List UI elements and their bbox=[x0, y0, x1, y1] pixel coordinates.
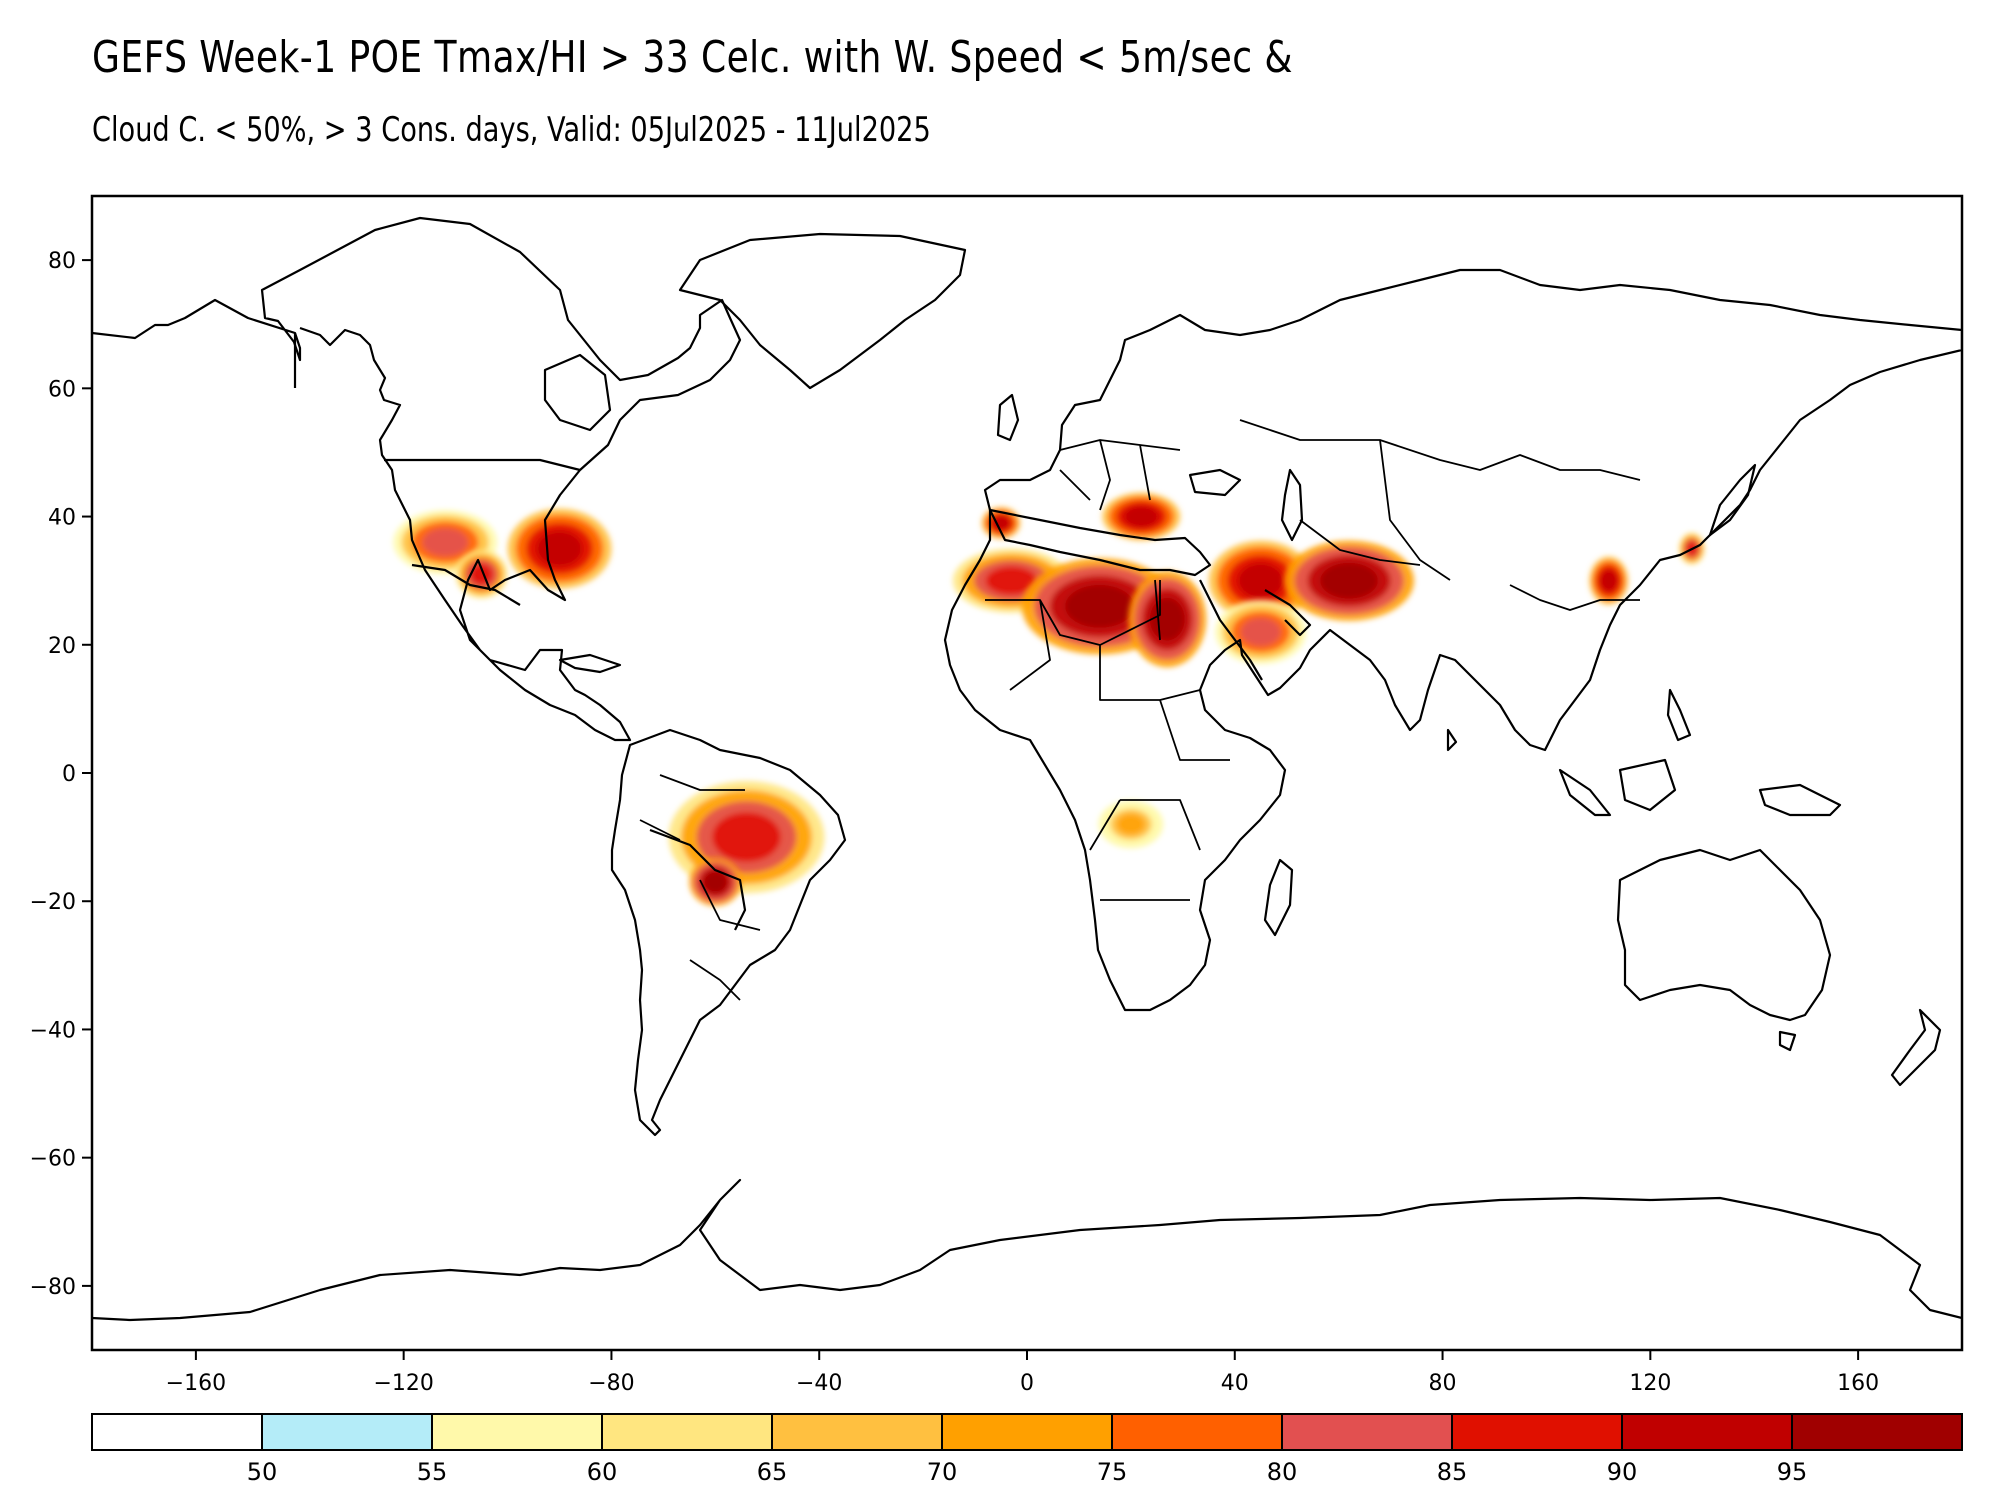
latitude-axis: 80 60 40 20 0 −20 −40 −60 −80 bbox=[30, 249, 92, 1300]
x-tick-label: −40 bbox=[796, 1371, 842, 1396]
colorbar-label: 80 bbox=[1267, 1458, 1298, 1486]
colorbar-swatch bbox=[261, 1413, 433, 1451]
us-mexico-border bbox=[411, 563, 521, 606]
x-tick-label: −120 bbox=[373, 1371, 433, 1396]
colorbar-swatch bbox=[1281, 1413, 1453, 1451]
map-title-line1: GEFS Week-1 POE Tmax/HI > 33 Celc. with … bbox=[92, 32, 1293, 83]
x-tick-label: 0 bbox=[1020, 1371, 1034, 1396]
tasmania bbox=[1778, 1030, 1797, 1052]
x-tick-label: 40 bbox=[1221, 1371, 1249, 1396]
colorbar-swatch bbox=[771, 1413, 943, 1451]
madagascar bbox=[1263, 858, 1294, 937]
red-sea bbox=[1199, 579, 1263, 681]
colorbar-label: 75 bbox=[1097, 1458, 1128, 1486]
longitude-axis: −160 −120 −80 −40 0 40 80 120 160 bbox=[166, 1350, 1879, 1396]
colorbar-swatch bbox=[1621, 1413, 1793, 1451]
philippines bbox=[1666, 688, 1692, 742]
antarctica-outline bbox=[92, 1178, 1962, 1322]
colorbar-swatch bbox=[1111, 1413, 1283, 1451]
hotspot-angola-zambia bbox=[1098, 800, 1164, 849]
y-tick-label: −20 bbox=[30, 890, 76, 915]
colorbar-label: 70 bbox=[927, 1458, 958, 1486]
greenland-outline bbox=[678, 232, 967, 390]
south-america-outline bbox=[610, 728, 847, 1137]
colorbar-label: 65 bbox=[757, 1458, 788, 1486]
y-tick-label: 20 bbox=[48, 634, 76, 659]
hotspot-middle-east bbox=[1208, 540, 1313, 621]
x-tick-label: 160 bbox=[1837, 1371, 1879, 1396]
sumatra bbox=[1558, 768, 1612, 817]
new-zealand bbox=[1890, 1008, 1942, 1087]
colorbar: 50 55 60 65 70 75 80 85 90 95 bbox=[91, 1413, 1963, 1486]
colorbar-swatch bbox=[601, 1413, 773, 1451]
caspian-sea bbox=[1280, 468, 1304, 542]
europe-borders bbox=[1059, 439, 1181, 511]
colorbar-swatch bbox=[91, 1413, 263, 1451]
sri-lanka bbox=[1446, 728, 1458, 752]
colorbar-swatch bbox=[1791, 1413, 1963, 1451]
south-america-borders bbox=[639, 774, 761, 1001]
coastlines-layer bbox=[92, 216, 1962, 1322]
hotspot-arabian-peninsula bbox=[1215, 599, 1307, 665]
colorbar-label: 85 bbox=[1437, 1458, 1468, 1486]
map-frame bbox=[90, 194, 1964, 1352]
new-guinea bbox=[1758, 783, 1842, 817]
y-tick-label: 40 bbox=[48, 506, 76, 531]
colorbar-label: 50 bbox=[247, 1458, 278, 1486]
hotspot-eastern-china bbox=[1589, 556, 1629, 605]
hotspot-bolivia-paraguay bbox=[689, 857, 742, 907]
colorbar-swatch bbox=[431, 1413, 603, 1451]
y-tick-label: −80 bbox=[30, 1275, 76, 1300]
y-tick-label: 60 bbox=[48, 377, 76, 402]
hotspot-south-central-us bbox=[507, 508, 612, 589]
y-tick-label: −40 bbox=[30, 1018, 76, 1043]
x-tick-label: 80 bbox=[1429, 1371, 1457, 1396]
colorbar-label: 55 bbox=[417, 1458, 448, 1486]
hotspot-egypt-sudan bbox=[1128, 571, 1207, 668]
colorbar-label: 95 bbox=[1777, 1458, 1808, 1486]
asia-borders bbox=[1239, 419, 1641, 611]
borneo bbox=[1618, 758, 1677, 812]
mediterranean bbox=[988, 508, 1212, 577]
map-title-line2: Cloud C. < 50%, > 3 Cons. days, Valid: 0… bbox=[92, 110, 931, 150]
hudson-bay bbox=[543, 353, 612, 432]
us-canada-border bbox=[384, 458, 581, 472]
y-tick-label: −60 bbox=[30, 1147, 76, 1172]
colorbar-swatch bbox=[941, 1413, 1113, 1451]
y-tick-label: 0 bbox=[62, 762, 76, 787]
colorbar-label: 90 bbox=[1607, 1458, 1638, 1486]
persian-gulf bbox=[1264, 589, 1312, 637]
colorbar-label: 60 bbox=[587, 1458, 618, 1486]
hotspot-texas-mexico-border bbox=[455, 550, 508, 599]
eurasia-africa-outline bbox=[943, 268, 1962, 1012]
north-america-outline bbox=[92, 216, 742, 742]
australia-outline bbox=[1616, 848, 1832, 1022]
probability-shading-layer bbox=[393, 492, 1705, 907]
brazil-border bbox=[649, 828, 747, 931]
x-tick-label: −160 bbox=[166, 1371, 226, 1396]
japan bbox=[1708, 463, 1757, 537]
x-tick-label: −80 bbox=[588, 1371, 634, 1396]
cuba bbox=[558, 653, 622, 674]
colorbar-swatch bbox=[1451, 1413, 1623, 1451]
y-tick-label: 80 bbox=[48, 249, 76, 274]
x-tick-label: 120 bbox=[1629, 1371, 1671, 1396]
black-sea bbox=[1188, 468, 1242, 497]
hotspot-balkans-greece bbox=[1102, 492, 1181, 541]
british-isles bbox=[996, 393, 1020, 442]
africa-borders bbox=[985, 579, 1230, 901]
